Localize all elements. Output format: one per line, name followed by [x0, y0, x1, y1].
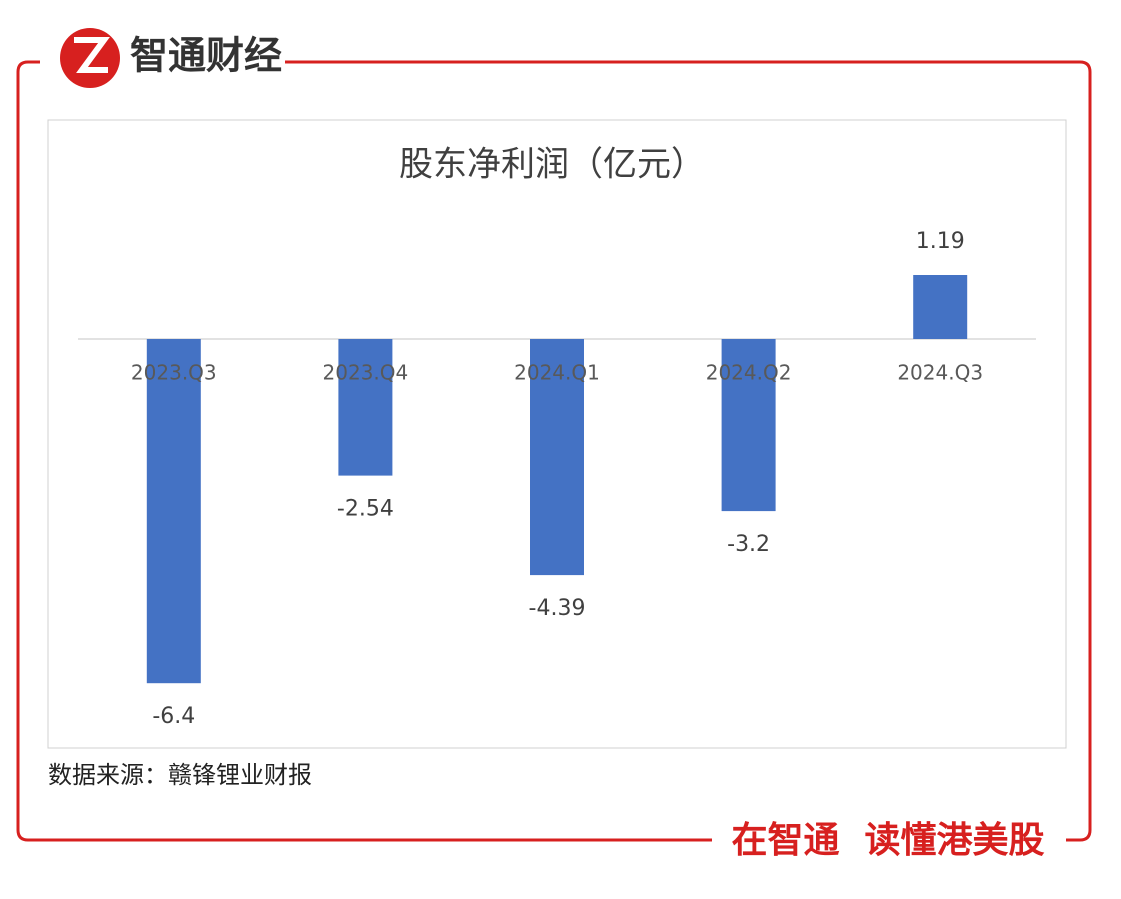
slogan: 在智通 读懂港美股 — [731, 820, 1044, 861]
value-label: -2.54 — [337, 497, 394, 522]
x-tick-label: 2023.Q4 — [323, 361, 409, 385]
bar — [530, 339, 584, 576]
plot: 2023.Q3 -6.4 2023.Q4 -2.54 2024.Q1 -4.39 2024.… — [131, 229, 983, 729]
x-tick-label: 2024.Q2 — [706, 361, 792, 385]
bar — [146, 339, 201, 684]
source: 数据来源：赣锋锂业财报 — [48, 761, 312, 789]
chart-title: 股东净利润（亿元） — [399, 145, 705, 185]
bar — [721, 339, 776, 512]
bar — [913, 275, 968, 339]
x-tick-label: 2023.Q3 — [131, 361, 217, 385]
value-label: -6.4 — [152, 704, 195, 729]
value-label: -4.39 — [529, 596, 586, 621]
value-label: 1.19 — [916, 229, 965, 254]
value-label: -3.2 — [727, 532, 770, 557]
x-tick-label: 2024.Q3 — [897, 361, 983, 385]
logo-glyph — [74, 37, 110, 73]
frame — [16, 60, 1092, 842]
x-tick-label: 2024.Q1 — [514, 361, 600, 385]
bar — [338, 339, 393, 476]
logo-text: 智通财经 — [130, 34, 282, 78]
